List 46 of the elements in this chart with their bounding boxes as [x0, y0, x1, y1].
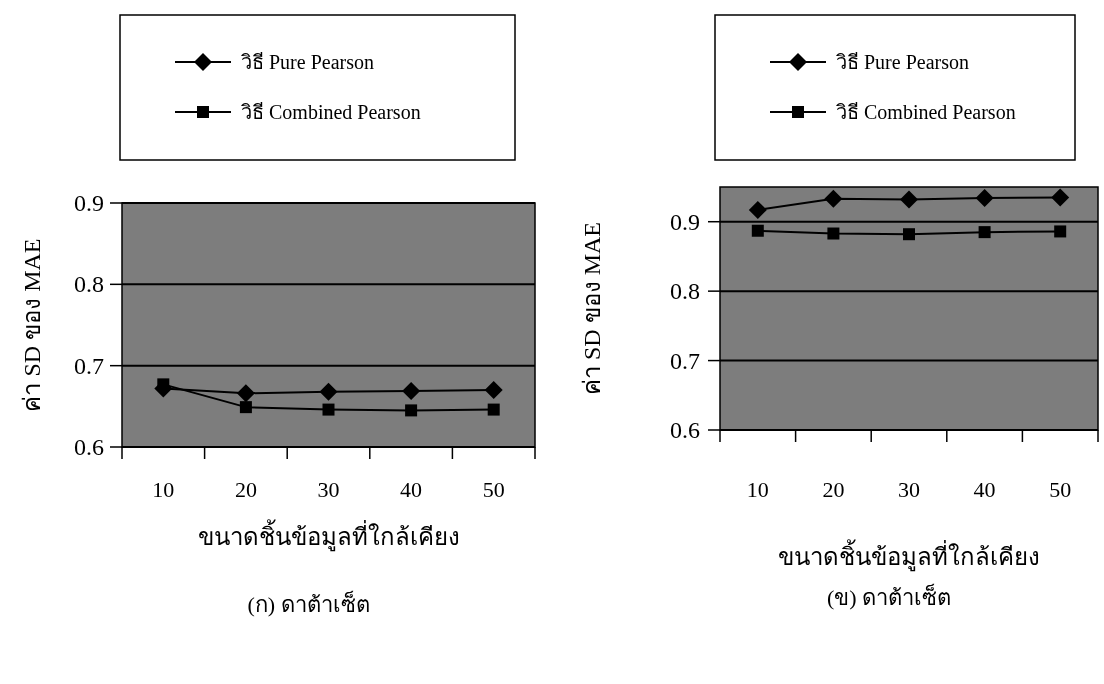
x-tick-label: 30 — [317, 477, 340, 502]
x-tick-label: 30 — [898, 477, 920, 502]
x-tick-label: 10 — [152, 477, 175, 502]
point — [1051, 188, 1070, 207]
legend-label: วิธี Pure Pearson — [836, 51, 969, 73]
x-tick-label: 50 — [1049, 477, 1072, 502]
legend-label: วิธี Pure Pearson — [241, 51, 374, 73]
y-tick-label: 0.9 — [74, 190, 104, 216]
y-tick-label: 0.8 — [670, 278, 700, 305]
point — [405, 404, 418, 417]
x-tick-label: 40 — [400, 477, 423, 502]
y-tick-label: 0.6 — [74, 434, 104, 460]
point — [978, 226, 991, 239]
point — [236, 384, 255, 403]
y-tick-label: 0.7 — [670, 347, 700, 374]
y-tick-label: 0.9 — [670, 208, 700, 235]
point — [1054, 225, 1067, 238]
text: (ก) ดาต้าเซ็ต — [247, 590, 370, 617]
y-tick-label: 0.7 — [74, 352, 104, 379]
point — [827, 227, 840, 240]
point — [748, 200, 767, 219]
x-axis-title: ขนาดชิ้นข้อมูลที่ใกล้เคียง — [197, 519, 460, 552]
y-axis-title: ค่า SD ของ MAE — [19, 238, 45, 412]
point — [824, 189, 843, 208]
x-tick-label: 20 — [822, 477, 845, 502]
x-tick-label: 40 — [973, 477, 996, 502]
x-tick-label: 20 — [234, 477, 257, 502]
point — [487, 403, 500, 416]
y-tick-label: 0.8 — [74, 271, 104, 298]
point — [751, 224, 764, 237]
point — [239, 401, 252, 414]
point — [484, 381, 503, 400]
x-tick-label: 10 — [746, 477, 769, 502]
point — [322, 403, 335, 416]
point — [402, 381, 421, 400]
x-tick-label: 50 — [482, 477, 505, 502]
text: (ข) ดาต้าเซ็ต — [826, 583, 952, 610]
y-axis-title: ค่า SD ของ MAE — [579, 221, 605, 396]
y-tick-label: 0.6 — [670, 417, 700, 443]
point — [903, 228, 915, 241]
point — [319, 382, 338, 401]
x-axis-title: ขนาดชิ้นข้อมูลที่ใกล้เคียง — [778, 539, 1040, 572]
point — [900, 190, 918, 209]
point — [975, 189, 994, 208]
legend-label: วิธี Combined Pearson — [836, 101, 1016, 123]
legend-label: วิธี Combined Pearson — [241, 101, 421, 123]
